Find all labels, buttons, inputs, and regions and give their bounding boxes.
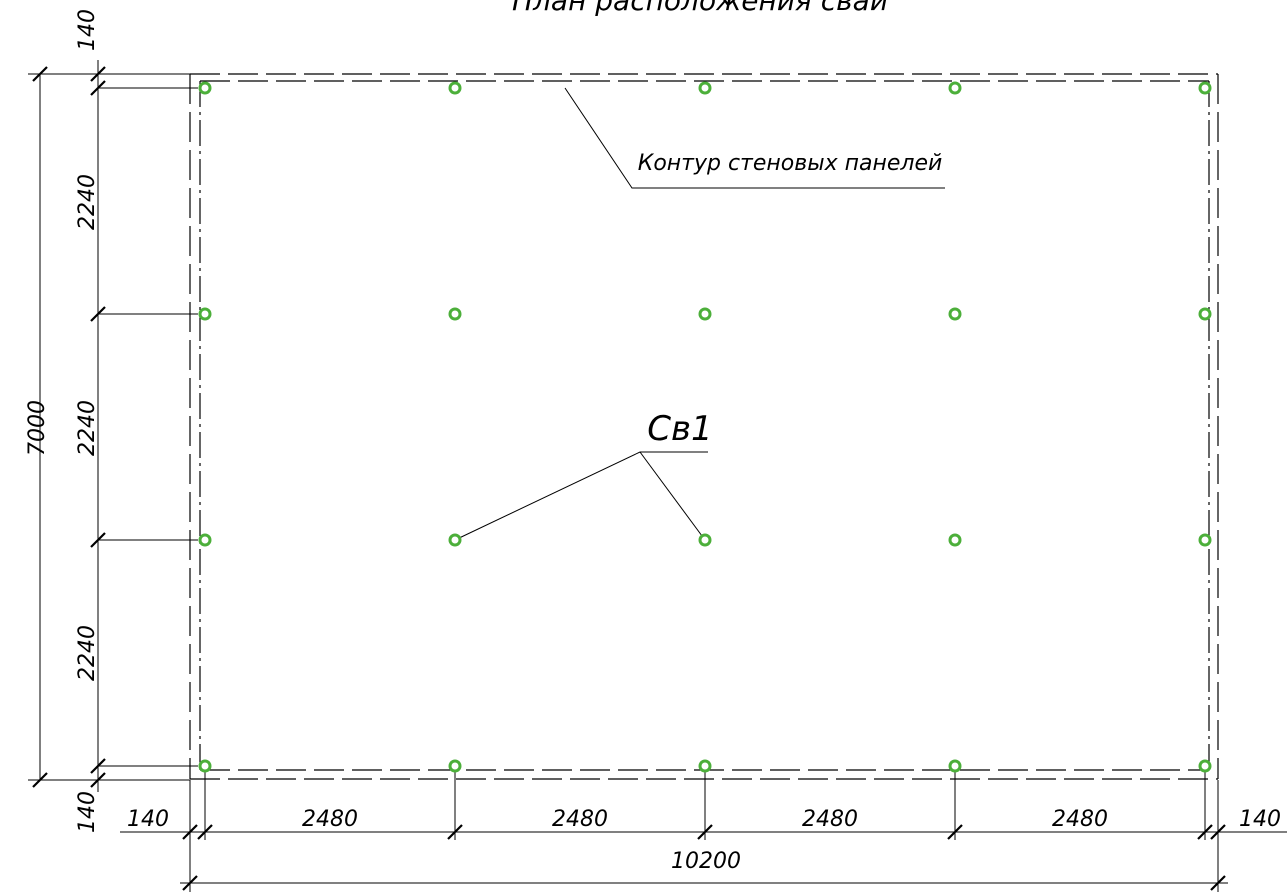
leader: [564, 87, 945, 189]
pile: [198, 759, 212, 773]
dim-tick: [90, 306, 106, 322]
dim-label: 7000: [25, 400, 50, 456]
dim-tick: [90, 772, 106, 788]
dim-label: 140: [75, 791, 100, 833]
pile: [698, 81, 712, 95]
dim-tick: [447, 824, 463, 840]
annotation: Контур стеновых панелей: [638, 151, 943, 176]
pile: [1198, 759, 1212, 773]
dim-tick: [697, 824, 713, 840]
pile: [198, 307, 212, 321]
pile: [948, 81, 962, 95]
dim-tick: [197, 824, 213, 840]
dim-label: 2480: [1052, 807, 1108, 832]
dim-tick: [1210, 875, 1226, 891]
dim-label: 140: [75, 9, 100, 51]
dim-tick: [90, 66, 106, 82]
dim-label: 140: [127, 807, 169, 832]
dim-label: 10200: [671, 849, 741, 874]
dim-label: 2480: [302, 807, 358, 832]
pile: [448, 533, 462, 547]
dim-tick: [32, 66, 48, 82]
pile: [698, 759, 712, 773]
dim-tick: [947, 824, 963, 840]
pile: [198, 81, 212, 95]
leader: [639, 451, 706, 541]
pile: [948, 759, 962, 773]
dim-label: 140: [1239, 807, 1281, 832]
pile: [698, 533, 712, 547]
dim-tick: [90, 758, 106, 774]
pile: [1198, 307, 1212, 321]
pile: [448, 307, 462, 321]
pile: [1198, 533, 1212, 547]
pile: [1198, 81, 1212, 95]
dim-label: 2480: [802, 807, 858, 832]
title: План расположения свай: [512, 0, 888, 17]
dim-tick: [1197, 824, 1213, 840]
pile: [698, 307, 712, 321]
dim-tick: [32, 772, 48, 788]
pile: [448, 759, 462, 773]
pile: [948, 533, 962, 547]
dim-label: 2240: [75, 625, 100, 681]
pile: [448, 81, 462, 95]
pile: [948, 307, 962, 321]
dim-label: 2240: [75, 400, 100, 456]
dim-tick: [1210, 824, 1226, 840]
dim-tick: [90, 80, 106, 96]
leader: [454, 451, 708, 541]
dim-tick: [90, 532, 106, 548]
dim-tick: [182, 875, 198, 891]
dim-label: 2240: [75, 174, 100, 230]
dim-tick: [182, 824, 198, 840]
annotation: Св1: [647, 409, 712, 449]
dim-label: 2480: [552, 807, 608, 832]
pile: [198, 533, 212, 547]
